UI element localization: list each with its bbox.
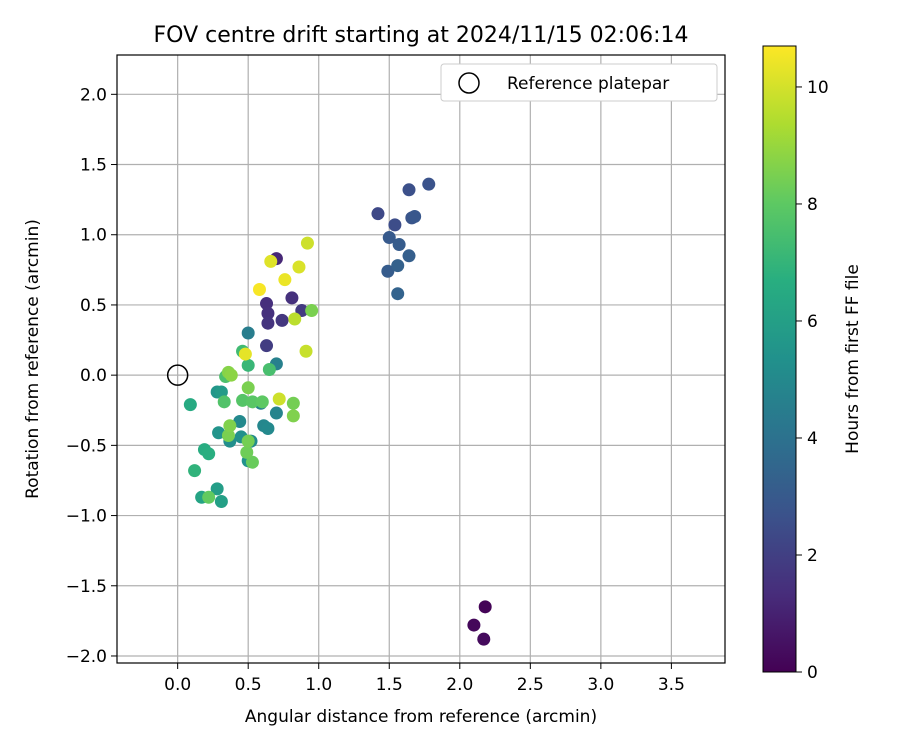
data-points [166,177,492,646]
y-axis-label: Rotation from reference (arcmin) [23,219,43,499]
scatter-point [269,406,283,420]
y-tick-label: −2.0 [66,647,107,667]
x-tick-label: 0.0 [164,675,191,695]
scatter-point [292,260,306,274]
scatter-point [392,238,406,252]
scatter-point [202,447,216,461]
scatter-point [477,632,491,646]
scatter-point [241,358,255,372]
scatter-point [278,273,292,287]
scatter-point [300,236,314,250]
scatter-point [255,395,269,409]
scatter-point [388,218,402,232]
scatter-point [221,429,235,443]
colorbar-tick-label: 8 [807,195,818,215]
legend-entry-reference: Reference platepar [507,74,669,94]
scatter-point [286,396,300,410]
scatter-point [245,455,259,469]
scatter-point [214,495,228,509]
chart-title: FOV centre drift starting at 2024/11/15 … [154,23,689,48]
y-tick-label: 0.0 [80,366,107,386]
scatter-point [381,264,395,278]
legend-box [440,63,718,102]
scatter-point [408,209,422,223]
colorbar-tick-label: 2 [807,546,818,566]
scatter-point [391,259,405,273]
x-tick-label: 1.0 [305,675,332,695]
colorbar-tick-label: 10 [807,78,829,98]
legend-marker-reference [458,72,480,94]
scatter-point [371,207,385,221]
x-tick-label: 2.0 [446,675,473,695]
scatter-point [264,254,278,268]
y-tick-label: −1.5 [66,577,107,597]
scatter-point [260,297,274,311]
scatter-point [236,393,250,407]
y-tick-label: 0.5 [80,296,107,316]
scatter-point [214,385,228,399]
x-axis-label: Angular distance from reference (arcmin) [245,707,597,727]
scatter-point [467,618,481,632]
legend: Reference platepar [440,63,718,102]
scatter-point [391,287,405,301]
scatter-point [245,395,259,409]
colorbar-tick-label: 6 [807,312,818,332]
y-tick-label: −1.0 [66,507,107,527]
reference-platepar-marker [166,364,189,386]
x-tick-label: 0.5 [235,675,262,695]
colorbar: 0 2 4 6 8 10 Hours from first FF file [762,45,863,683]
y-tick-label: 1.5 [80,156,107,176]
scatter-point [305,304,319,318]
y-axis-ticks: −2.0 −1.5 −1.0 −0.5 0.0 0.5 1.0 1.5 2.0 [66,85,117,667]
scatter-point [261,306,275,320]
scatter-point [402,249,416,263]
scatter-point [241,434,255,448]
scatter-point [272,392,286,406]
scatter-point [233,414,247,428]
scatter-point [288,312,302,326]
x-tick-label: 3.5 [658,675,685,695]
scatter-point [478,600,492,614]
scatter-point [223,419,237,433]
x-tick-label: 2.5 [517,675,544,695]
scatter-point [238,347,252,361]
colorbar-gradient [762,45,797,673]
scatter-point [286,409,300,423]
scatter-point [402,183,416,197]
x-tick-label: 1.5 [376,675,403,695]
x-tick-label: 3.0 [587,675,614,695]
scatter-point [241,326,255,340]
scatter-point [261,316,275,330]
scatter-point [285,291,299,305]
scatter-point [382,231,396,245]
scatter-point [241,381,255,395]
y-tick-label: 1.0 [80,226,107,246]
colorbar-tick-label: 4 [807,429,818,449]
scatter-point [275,313,289,327]
colorbar-tick-label: 0 [807,663,818,683]
scatter-point [262,363,276,377]
grid-lines [117,55,725,663]
scatter-point [217,395,231,409]
scatter-point [202,490,216,504]
scatter-point [260,339,274,353]
scatter-point [212,426,226,440]
scatter-point [261,422,275,436]
scatter-point [299,344,313,358]
plot-area-frame [116,54,726,664]
scatter-point [188,464,202,478]
y-tick-label: −0.5 [66,436,107,456]
scatter-point [224,368,238,382]
y-tick-label: 2.0 [80,85,107,105]
colorbar-label: Hours from first FF file [843,264,863,454]
x-axis-ticks: 0.0 0.5 1.0 1.5 2.0 2.5 3.0 3.5 [164,663,685,695]
scatter-point [422,177,436,191]
scatter-point [210,482,224,496]
scatter-point [183,398,197,412]
scatter-point [252,282,266,296]
colorbar-ticks: 0 2 4 6 8 10 [796,78,829,683]
scatter-point [240,445,254,459]
